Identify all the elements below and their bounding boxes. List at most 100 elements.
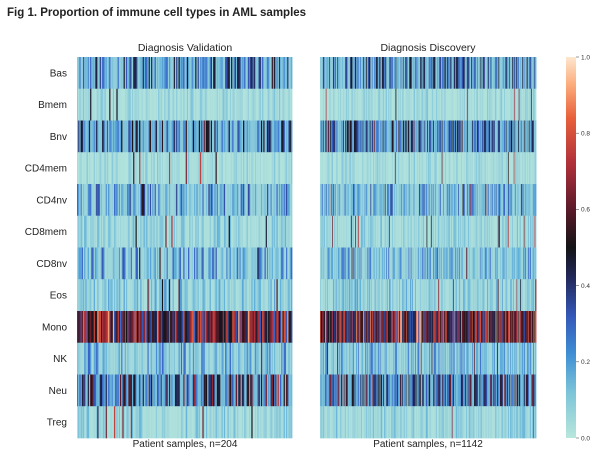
heatmap-cell (433, 57, 435, 90)
heatmap-cell (210, 120, 213, 153)
heatmap-cell (466, 88, 468, 121)
heatmap-cell (233, 247, 236, 280)
heatmap-cell (102, 406, 104, 439)
heatmap-cell (148, 311, 151, 344)
heatmap-cell (243, 57, 245, 90)
heatmap-cell (325, 57, 327, 90)
heatmap-cell (510, 311, 512, 344)
heatmap-cell (229, 215, 232, 248)
heatmap-cell (361, 279, 363, 312)
heatmap-cell (336, 342, 338, 375)
heatmap-cell (209, 152, 212, 185)
heatmap-cell (507, 184, 510, 217)
heatmap-cell (522, 279, 524, 312)
heatmap-cell (182, 57, 184, 90)
heatmap-cell (158, 406, 160, 439)
heatmap-cell (502, 279, 504, 312)
heatmap-cell (204, 184, 207, 217)
heatmap-cell (206, 342, 208, 375)
heatmap-cell (331, 215, 333, 248)
heatmap-cell (155, 279, 158, 312)
heatmap-cell (410, 311, 412, 344)
heatmap-cell (118, 88, 121, 121)
heatmap-cell (502, 88, 504, 121)
heatmap-cell (434, 184, 436, 217)
heatmap-cell (403, 247, 405, 280)
heatmap-cell (237, 120, 239, 153)
heatmap-cell (387, 152, 389, 185)
heatmap-cell (100, 311, 103, 344)
heatmap-cell (381, 120, 384, 153)
heatmap-cell (332, 279, 334, 312)
heatmap-cell (357, 88, 359, 121)
heatmap-cell (125, 342, 128, 375)
heatmap-cell (223, 57, 226, 90)
heatmap-cell (256, 374, 258, 407)
heatmap-cell (383, 279, 385, 312)
heatmap-cell (136, 184, 139, 217)
heatmap-cell (429, 152, 431, 185)
heatmap-cell (177, 342, 179, 375)
heatmap-cell (287, 406, 289, 439)
heatmap-cell (433, 311, 435, 344)
heatmap-cell (532, 152, 534, 185)
heatmap-cell (139, 342, 141, 375)
heatmap-cell (289, 311, 292, 344)
heatmap-cell (178, 215, 181, 248)
heatmap-cell (467, 184, 469, 217)
heatmap-cell (363, 342, 366, 375)
heatmap-cell (324, 247, 326, 280)
heatmap-cell (375, 184, 377, 217)
heatmap-cell (200, 374, 202, 407)
heatmap-cell (154, 120, 157, 153)
heatmap-cell (171, 406, 173, 439)
heatmap-cell (385, 215, 387, 248)
heatmap-cell (108, 342, 110, 375)
heatmap-cell (202, 311, 205, 344)
heatmap-cell (518, 279, 520, 312)
heatmap-cell (262, 311, 264, 344)
heatmap-cell (221, 184, 224, 217)
heatmap-cell (339, 184, 341, 217)
heatmap-cell (359, 342, 361, 375)
heatmap-cell (112, 374, 115, 407)
heatmap-cell (216, 184, 219, 217)
heatmap-cell (469, 215, 471, 248)
heatmap-cell (392, 88, 394, 121)
heatmap-cell (145, 342, 147, 375)
heatmap-cell (511, 57, 513, 90)
heatmap-cell (519, 311, 521, 344)
heatmap-cell (448, 120, 450, 153)
heatmap-cell (231, 57, 233, 90)
heatmap-cell (519, 120, 521, 153)
heatmap-cell (116, 88, 119, 121)
heatmap-cell (111, 215, 114, 248)
heatmap-cell (182, 374, 184, 407)
heatmap-cell (137, 279, 140, 312)
heatmap-cell (487, 279, 489, 312)
heatmap-cell (368, 184, 371, 217)
heatmap-cell (190, 184, 193, 217)
heatmap-cell (94, 57, 97, 90)
heatmap-cell (266, 57, 269, 90)
heatmap-cell (335, 184, 337, 217)
heatmap-cell (207, 57, 209, 90)
heatmap-cell (397, 152, 399, 185)
heatmap-cell (471, 57, 473, 90)
heatmap-cell (510, 279, 512, 312)
heatmap-cell (182, 120, 184, 153)
heatmap-cell (94, 247, 97, 280)
heatmap-cell (378, 215, 380, 248)
heatmap-cell (384, 88, 386, 121)
heatmap-cell (192, 342, 195, 375)
heatmap-cell (158, 88, 160, 121)
heatmap-cell (516, 215, 518, 248)
heatmap-cell (505, 152, 507, 185)
heatmap-cell (389, 311, 391, 344)
heatmap-cell (239, 184, 242, 217)
heatmap-cell (180, 342, 183, 375)
heatmap-cell (426, 215, 428, 248)
heatmap-cell (118, 215, 121, 248)
heatmap-cell (375, 342, 377, 375)
heatmap-cell (128, 152, 130, 185)
